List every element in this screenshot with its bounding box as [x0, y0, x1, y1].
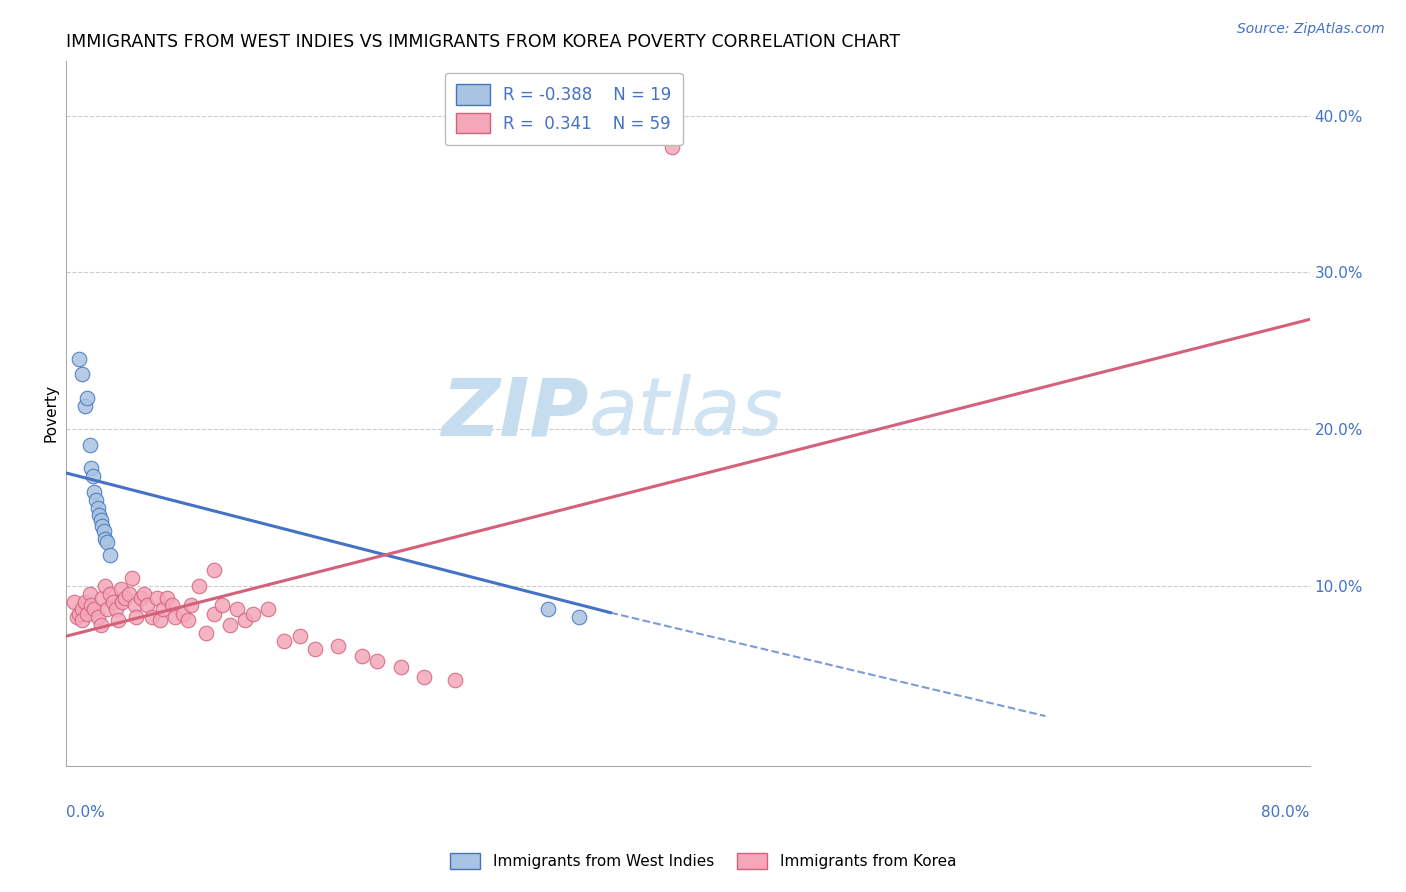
Point: [96, 535, 118, 549]
Point: [134, 587, 156, 601]
Point: [444, 673, 467, 687]
Point: [80, 598, 103, 612]
Point: [211, 598, 233, 612]
Point: [257, 602, 280, 616]
Point: [93, 524, 115, 538]
Point: [172, 607, 194, 622]
Text: 0.0%: 0.0%: [66, 805, 105, 820]
Point: [121, 571, 143, 585]
Point: [75, 594, 97, 608]
Point: [91, 591, 114, 606]
Point: [110, 582, 132, 596]
Text: ZIP: ZIP: [441, 375, 589, 452]
Point: [124, 598, 146, 612]
Legend: Immigrants from West Indies, Immigrants from Korea: Immigrants from West Indies, Immigrants …: [444, 847, 962, 875]
Point: [114, 591, 136, 606]
Point: [165, 610, 187, 624]
Point: [79, 587, 101, 601]
Point: [218, 618, 240, 632]
Point: [107, 614, 129, 628]
Point: [412, 670, 434, 684]
Point: [117, 587, 139, 601]
Point: [82, 469, 104, 483]
Point: [136, 598, 159, 612]
Point: [304, 641, 326, 656]
Point: [83, 484, 105, 499]
Point: [105, 602, 128, 616]
Point: [350, 649, 373, 664]
Point: [94, 579, 117, 593]
Point: [76, 607, 98, 622]
Point: [101, 594, 124, 608]
Point: [141, 610, 163, 624]
Point: [90, 618, 112, 632]
Point: [70, 602, 93, 616]
Point: [195, 626, 218, 640]
Point: [328, 639, 350, 653]
Point: [242, 607, 264, 622]
Point: [233, 614, 256, 628]
Point: [75, 399, 97, 413]
Point: [80, 461, 103, 475]
Point: [76, 391, 98, 405]
Point: [67, 351, 90, 366]
Point: [70, 614, 93, 628]
Point: [273, 633, 295, 648]
Point: [66, 610, 89, 624]
Point: [568, 610, 591, 624]
Point: [661, 140, 683, 154]
Point: [288, 629, 311, 643]
Point: [67, 607, 90, 622]
Text: Source: ZipAtlas.com: Source: ZipAtlas.com: [1237, 22, 1385, 37]
Point: [156, 591, 179, 606]
Point: [180, 598, 202, 612]
Point: [160, 598, 183, 612]
Point: [111, 594, 134, 608]
Point: [366, 654, 388, 668]
Point: [129, 591, 152, 606]
Point: [84, 492, 107, 507]
Point: [86, 500, 108, 515]
Legend: R = -0.388    N = 19, R =  0.341    N = 59: R = -0.388 N = 19, R = 0.341 N = 59: [444, 72, 683, 145]
Point: [176, 614, 198, 628]
Point: [98, 587, 121, 601]
Text: IMMIGRANTS FROM WEST INDIES VS IMMIGRANTS FROM KOREA POVERTY CORRELATION CHART: IMMIGRANTS FROM WEST INDIES VS IMMIGRANT…: [66, 33, 901, 51]
Point: [94, 532, 117, 546]
Point: [202, 607, 225, 622]
Y-axis label: Poverty: Poverty: [44, 384, 58, 442]
Point: [389, 660, 412, 674]
Point: [187, 579, 209, 593]
Text: atlas: atlas: [589, 375, 783, 452]
Point: [537, 602, 560, 616]
Point: [149, 614, 172, 628]
Point: [152, 602, 174, 616]
Point: [90, 513, 112, 527]
Text: 80.0%: 80.0%: [1261, 805, 1309, 820]
Point: [63, 594, 86, 608]
Point: [70, 368, 93, 382]
Point: [96, 602, 118, 616]
Point: [202, 563, 225, 577]
Point: [226, 602, 249, 616]
Point: [79, 438, 101, 452]
Point: [83, 602, 105, 616]
Point: [87, 508, 110, 523]
Point: [86, 610, 108, 624]
Point: [98, 548, 121, 562]
Point: [125, 610, 148, 624]
Point: [145, 591, 167, 606]
Point: [91, 519, 114, 533]
